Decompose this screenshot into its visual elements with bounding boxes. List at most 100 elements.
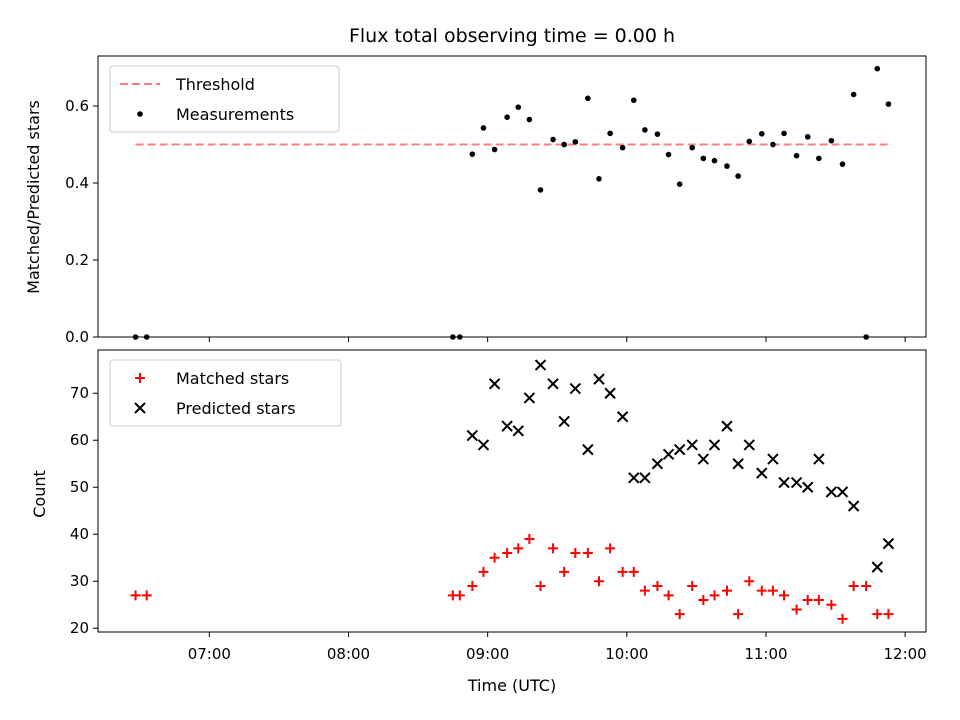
data-point (572, 139, 579, 145)
data-point (674, 609, 685, 620)
data-point (839, 161, 846, 167)
data-point (596, 175, 602, 182)
data-point (548, 543, 559, 554)
data-point (512, 425, 524, 437)
data-point (535, 580, 546, 591)
data-point (708, 439, 721, 451)
data-point (639, 585, 650, 596)
data-point (673, 443, 686, 456)
y-tick-label: 50 (70, 478, 89, 496)
data-point (488, 378, 501, 390)
x-tick-label: 09:00 (466, 645, 509, 663)
plot-frame (97, 349, 927, 633)
chart-title: Flux total observing time = 0.00 h (349, 25, 675, 47)
data-point (825, 486, 838, 498)
legend-label: Measurements (176, 105, 294, 124)
data-point (593, 576, 604, 587)
data-point (639, 472, 651, 484)
y-tick-label: 40 (70, 525, 89, 543)
data-point (709, 590, 720, 601)
bottom-y-axis-label: Count (30, 470, 49, 518)
data-point (779, 590, 790, 601)
bottom-panel: 07:00 08:00 09:00 10:00 11:00 12:00 20 30 40 50 60… (70, 349, 927, 663)
data-point (885, 101, 892, 107)
data-point (559, 566, 570, 577)
data-point (850, 91, 857, 98)
data-point (652, 580, 663, 591)
x-tick-label: 10:00 (605, 645, 648, 663)
data-point (454, 590, 465, 601)
data-point (871, 561, 884, 573)
data-point (515, 104, 522, 110)
legend-marker (134, 402, 146, 414)
data-point (616, 411, 629, 423)
data-point (847, 500, 860, 512)
data-point (756, 467, 768, 479)
y-tick-label: 0.2 (65, 251, 89, 269)
data-point (663, 590, 674, 601)
data-point (872, 609, 883, 620)
data-point (607, 130, 613, 137)
data-point (837, 613, 848, 624)
data-point (469, 151, 476, 157)
data-point (582, 548, 593, 559)
data-point (813, 595, 824, 606)
legend-label: Predicted stars (176, 399, 296, 418)
data-point (523, 392, 536, 404)
data-point (767, 453, 779, 465)
data-point (733, 609, 744, 620)
data-point (722, 585, 733, 596)
data-point (582, 443, 594, 456)
legend: Threshold Measurements (109, 65, 340, 133)
data-point (697, 453, 710, 465)
data-point (746, 138, 753, 145)
x-tick-label: 07:00 (188, 645, 231, 663)
data-point (561, 141, 567, 148)
data-point (585, 95, 591, 102)
legend-label: Matched stars (176, 369, 289, 388)
series-x (466, 359, 895, 573)
top-panel: 0.0 0.2 0.4 0.6 Threshold Measurements (65, 55, 927, 346)
data-point (604, 387, 616, 399)
data-point (813, 453, 825, 465)
data-point (480, 125, 487, 131)
data-point (698, 595, 709, 606)
data-point (130, 590, 141, 601)
data-point (802, 595, 813, 606)
data-point (570, 548, 581, 559)
data-point (504, 114, 510, 121)
x-tick-label: 11:00 (744, 645, 787, 663)
data-point (489, 552, 500, 563)
data-point (491, 146, 498, 153)
x-tick-label: 08:00 (327, 645, 370, 663)
data-point (882, 537, 895, 550)
data-point (781, 130, 787, 137)
data-point (804, 134, 811, 140)
data-point (756, 585, 767, 596)
data-point (826, 599, 837, 610)
data-point (758, 130, 765, 137)
data-point (711, 157, 718, 164)
data-point (593, 373, 605, 385)
data-point (735, 173, 741, 179)
data-point (721, 420, 733, 432)
data-point (651, 458, 664, 470)
data-point (790, 476, 803, 489)
y-tick-label: 30 (70, 572, 89, 590)
data-point (537, 187, 544, 193)
data-point (526, 116, 533, 123)
data-point (793, 152, 800, 159)
data-point (558, 415, 570, 428)
data-point (816, 155, 822, 162)
data-point (848, 580, 859, 591)
data-point (828, 137, 835, 144)
data-point (778, 476, 790, 489)
data-point (550, 136, 556, 143)
data-point (700, 155, 707, 162)
data-point (569, 382, 582, 395)
data-point (501, 420, 513, 432)
y-tick-label: 20 (70, 619, 89, 637)
legend-box (109, 65, 340, 133)
x-tick-label: 12:00 (884, 645, 927, 663)
